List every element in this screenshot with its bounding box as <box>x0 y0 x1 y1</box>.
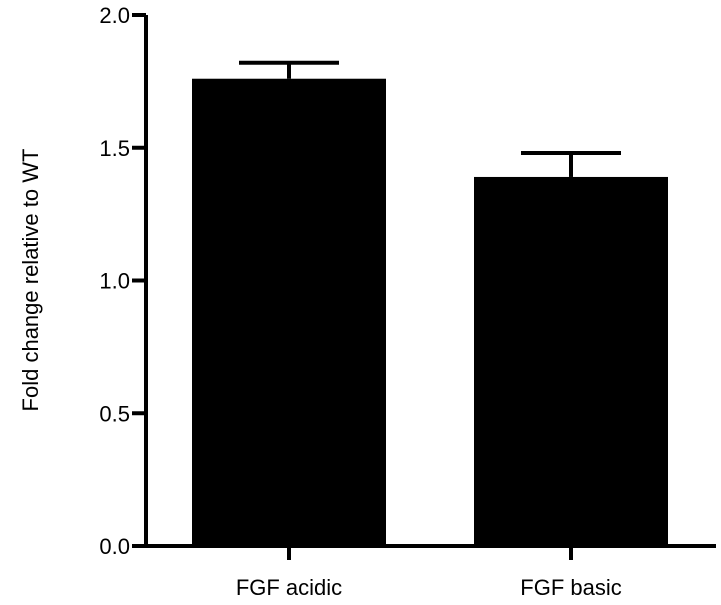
y-tick-label-2: 1.0 <box>99 269 130 294</box>
x-ticks-group: FGF acidic FGF basic <box>236 546 622 600</box>
y-ticks-group: 0.0 0.5 1.0 1.5 2.0 <box>99 3 146 559</box>
bar-1 <box>474 176 668 546</box>
y-tick-label-0: 0.0 <box>99 534 130 559</box>
y-tick-label-1: 0.5 <box>99 401 130 426</box>
bars-group <box>192 78 668 546</box>
y-tick-label-3: 1.5 <box>99 136 130 161</box>
x-tick-label-1: FGF basic <box>520 575 621 600</box>
bar-0 <box>192 78 386 546</box>
y-axis-title: Fold change relative to WT <box>18 149 43 412</box>
error-bars-group <box>239 60 621 177</box>
y-tick-label-4: 2.0 <box>99 3 130 28</box>
x-tick-label-0: FGF acidic <box>236 575 342 600</box>
